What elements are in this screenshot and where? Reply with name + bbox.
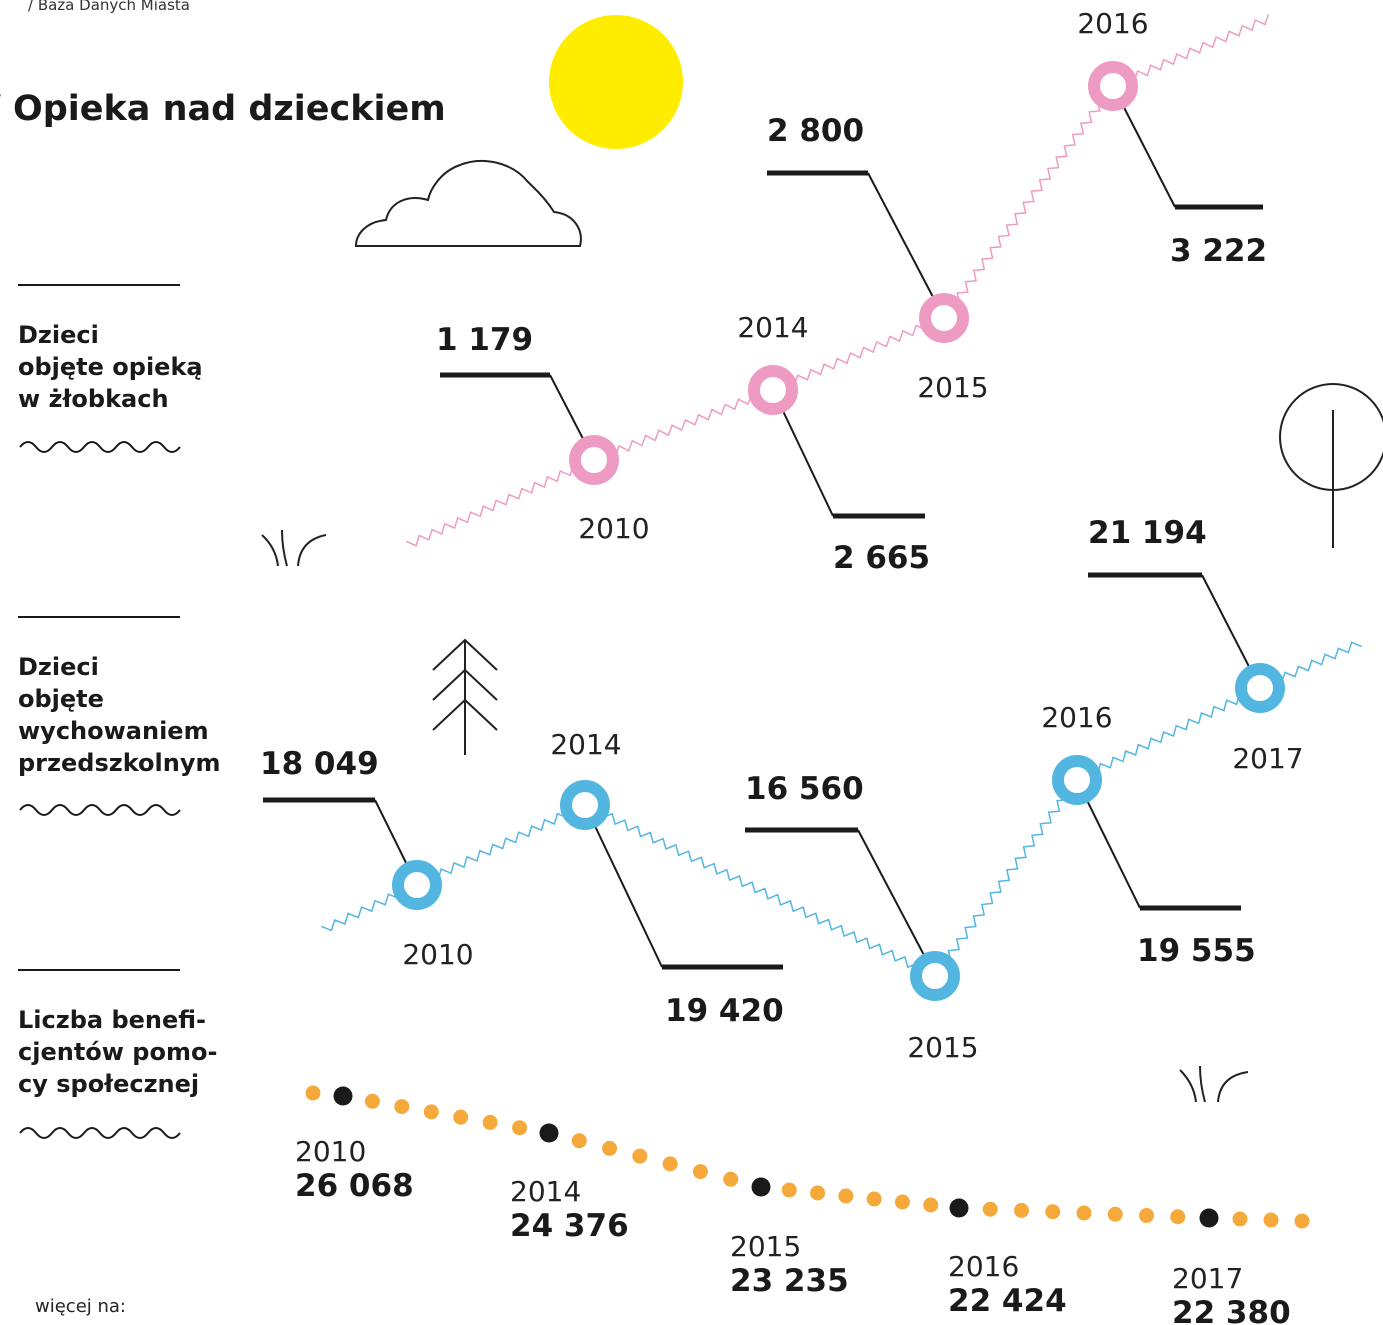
year: 2016 [948,1250,1019,1283]
dot [723,1171,739,1187]
section-label: cjentów pomo- [18,1038,217,1066]
section-label: cy społecznej [18,1070,199,1098]
dot [1294,1213,1310,1229]
value: 16 560 [745,771,864,807]
leader [857,829,936,977]
year: 2017 [1232,742,1303,775]
dot [810,1185,826,1201]
dot [394,1099,410,1115]
wave [19,441,181,453]
year-dot [949,1198,969,1218]
dot [1076,1205,1092,1221]
section-label: Liczba benefi- [18,1006,206,1034]
year: 2017 [1172,1262,1243,1295]
value: 24 376 [510,1208,629,1244]
dot [662,1156,678,1172]
dot [602,1140,618,1156]
value: 23 235 [730,1263,849,1299]
dot [894,1194,910,1210]
dot [1232,1211,1248,1227]
dot [692,1164,708,1180]
dot [982,1201,998,1217]
year: 2010 [402,938,473,971]
value: 1 179 [436,322,533,358]
value: 19 420 [665,993,784,1029]
point [1052,755,1102,805]
section-label: objęte [18,685,104,713]
dot [838,1188,854,1204]
leader [584,804,663,968]
year: 2010 [295,1135,366,1168]
dot [512,1120,528,1136]
source: / Baza Danych Miasta [28,0,190,14]
year: 2014 [510,1175,581,1208]
section-label: objęte opieką [18,353,203,381]
point [1235,663,1285,713]
zigzag-line [405,14,1270,547]
section-label: Dzieci [18,653,99,681]
dot [923,1197,939,1213]
tree-round [1279,383,1383,548]
sun [549,15,683,149]
year-dot [539,1123,559,1143]
section-label: w żłobkach [18,385,169,413]
year: 2016 [1077,7,1148,40]
value: 21 194 [1088,515,1207,551]
section-label: wychowaniem [18,717,209,745]
dot [423,1104,439,1120]
value: 22 380 [1172,1295,1291,1325]
value: 19 555 [1137,933,1256,969]
point [910,951,960,1001]
year: 2010 [578,512,649,545]
dot [1139,1208,1154,1223]
dot [364,1093,380,1109]
year: 2014 [737,311,808,344]
point [919,293,969,343]
dot [305,1085,321,1101]
dot [1263,1212,1279,1228]
value: 3 222 [1170,233,1267,269]
wave [19,1127,181,1139]
dot [453,1109,469,1125]
year: 2015 [917,371,988,404]
zigzag-line [321,641,1362,980]
wave [19,804,181,816]
cloud [354,159,582,247]
dot [1107,1206,1123,1222]
section-label: przedszkolnym [18,749,220,777]
grass [261,529,1249,1103]
year: 2015 [907,1031,978,1064]
year-dot [333,1086,353,1106]
value: 2 800 [767,113,864,149]
year-dot [1199,1208,1219,1228]
dot [1014,1203,1029,1218]
leader [867,172,945,319]
dot [571,1133,587,1149]
dot [1170,1209,1186,1225]
title: / Opieka nad dzieckiem [0,89,446,129]
value: 2 665 [833,540,930,576]
year-dot [751,1177,771,1197]
section-label: Dzieci [18,321,99,349]
point [569,435,619,485]
point [392,860,442,910]
value: 18 049 [260,746,379,782]
value: 22 424 [948,1283,1067,1319]
footer: więcej na: [35,1296,126,1317]
year: 2015 [730,1230,801,1263]
dot [781,1182,797,1198]
year: 2014 [550,728,621,761]
dot [632,1148,648,1164]
value: 26 068 [295,1168,414,1204]
fir-tree [432,638,498,755]
point [560,780,610,830]
point [1088,61,1138,111]
year: 2016 [1041,701,1112,734]
dot [482,1114,498,1130]
dot [866,1191,882,1207]
dot [1045,1204,1061,1220]
point [748,365,798,415]
